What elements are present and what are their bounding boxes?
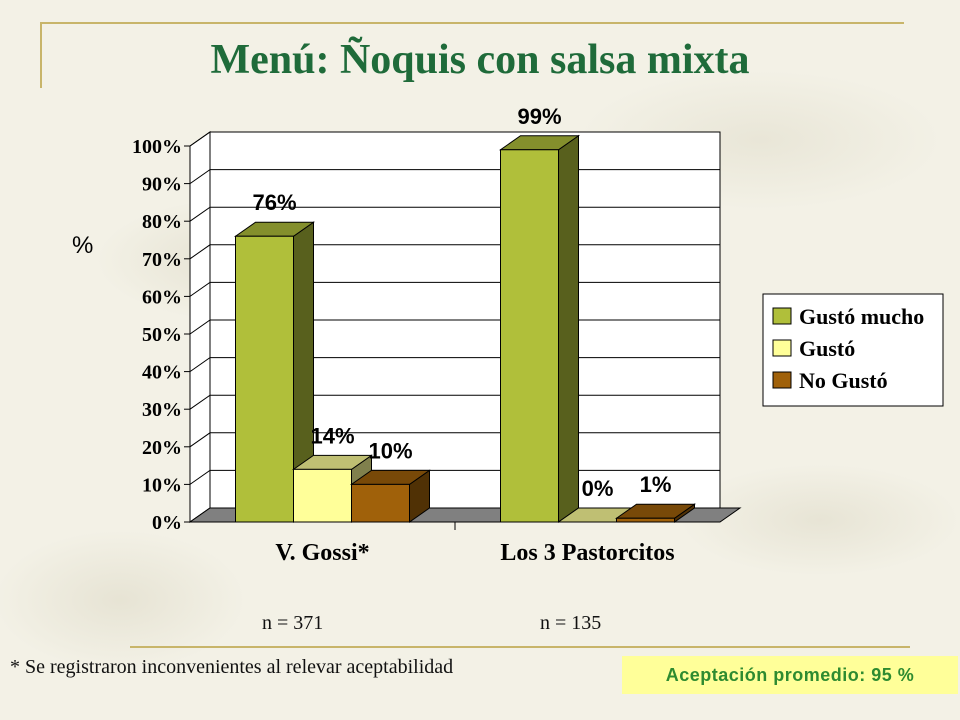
x-category-label: V. Gossi* [275, 540, 369, 566]
acceptance-badge: Aceptación promedio: 95 % [622, 656, 958, 694]
y-axis-label: % [72, 232, 94, 259]
bar-side-gust-mucho [558, 134, 579, 523]
footnote: * Se registraron inconvenientes al relev… [10, 656, 454, 678]
n-label-gossi: n = 371 [262, 612, 324, 634]
y-tick-label: 20% [142, 437, 182, 459]
legend-swatch-gust- [772, 339, 792, 357]
frame-line-left [40, 22, 42, 88]
frame-line-bottom [130, 646, 910, 648]
x-category-label: Los 3 Pastorcitos [500, 540, 674, 566]
y-tick-label: 100% [132, 136, 182, 158]
y-tick-label: 90% [142, 174, 182, 196]
bar-no-gust- [351, 483, 410, 523]
y-tick-label: 40% [142, 362, 182, 384]
data-label: 1% [640, 472, 672, 497]
data-label: 10% [368, 438, 412, 463]
gridline [189, 131, 720, 147]
bar-gust-mucho [235, 235, 294, 523]
page-title: Menú: Ñoquis con salsa mixta [210, 37, 750, 83]
legend-label-gust-mucho: Gustó mucho [799, 304, 924, 329]
data-label: 76% [252, 190, 296, 215]
data-label: 0% [582, 476, 614, 501]
bar-gust-mucho [500, 149, 559, 523]
y-tick-label: 0% [152, 512, 182, 534]
legend-label-gust-: Gustó [799, 336, 855, 361]
y-tick-label: 30% [142, 399, 182, 421]
frame-line-top [40, 22, 904, 24]
legend-label-no-gust-: No Gustó [799, 368, 888, 393]
y-tick-label: 80% [142, 211, 182, 233]
bar-no-gust- [616, 517, 675, 523]
legend-swatch-no-gust- [772, 371, 792, 389]
y-tick-label: 10% [142, 474, 182, 496]
legend-swatch-gust-mucho [772, 307, 792, 325]
n-label-pastorcitos: n = 135 [540, 612, 602, 634]
y-tick-label: 70% [142, 249, 182, 271]
bar-gust- [293, 468, 352, 523]
y-tick-label: 50% [142, 324, 182, 346]
y-tick-label: 60% [142, 286, 182, 308]
data-label: 99% [517, 104, 561, 129]
data-label: 14% [310, 423, 354, 448]
legend-box [762, 293, 944, 407]
